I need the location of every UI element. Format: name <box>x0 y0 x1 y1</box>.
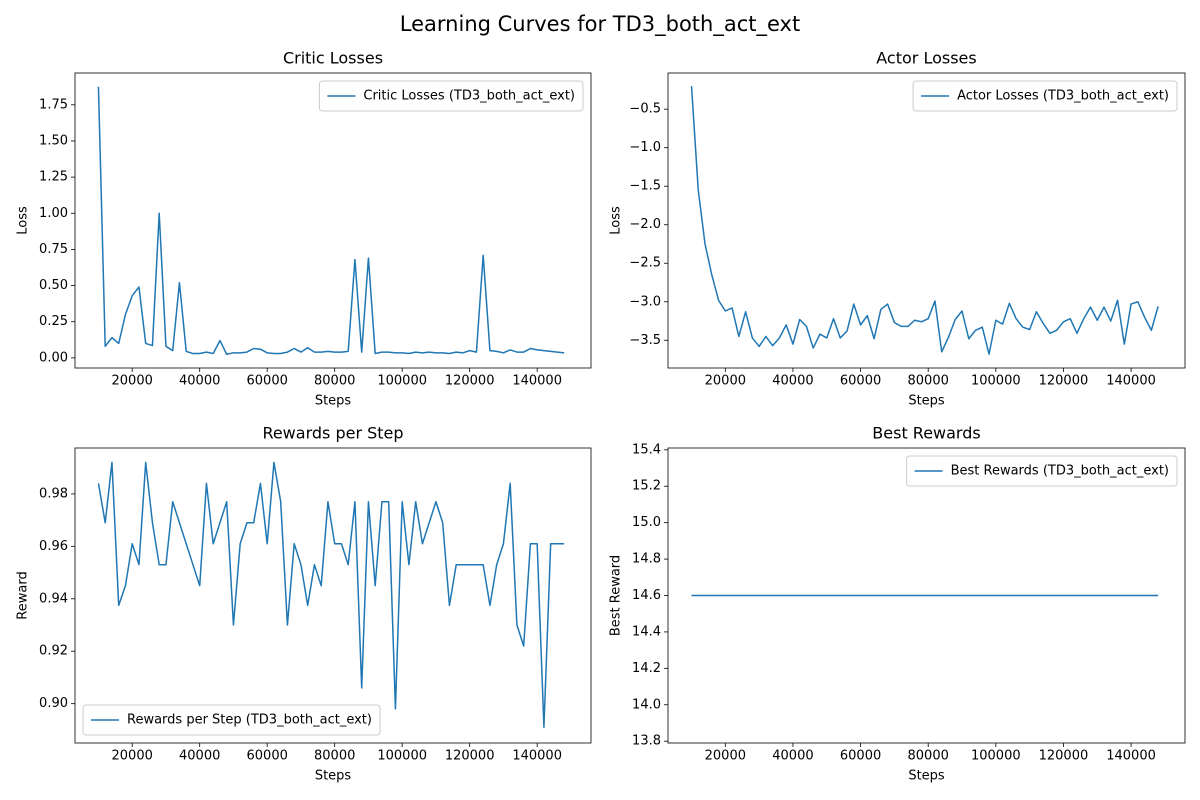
legend-box <box>82 704 381 736</box>
legend-box <box>318 80 584 112</box>
x-tick-label: 100000 <box>971 749 1021 764</box>
x-tick-label: 140000 <box>1106 749 1156 764</box>
x-tick-label: 100000 <box>971 374 1021 389</box>
legend-box <box>912 80 1178 112</box>
x-tick-label: 140000 <box>1106 374 1156 389</box>
legend: Actor Losses (TD3_both_act_ext) <box>912 80 1178 112</box>
axes-frame <box>667 72 1186 369</box>
x-tick-label: 40000 <box>179 749 220 764</box>
y-axis-label: Loss <box>16 206 31 235</box>
legend-label: Rewards per Step (TD3_both_act_ext) <box>127 713 372 728</box>
x-tick-label: 120000 <box>445 374 495 389</box>
x-axis-label: Steps <box>315 394 352 409</box>
y-tick-label: 0.75 <box>39 242 68 257</box>
x-tick-label: 120000 <box>1039 374 1089 389</box>
x-tick-label: 120000 <box>445 749 495 764</box>
y-tick-label: 0.00 <box>39 350 68 365</box>
figure-title: Learning Curves for TD3_both_act_ext <box>400 12 800 37</box>
x-tick-label: 40000 <box>179 374 220 389</box>
data-line <box>690 86 1159 355</box>
y-tick-label: 13.8 <box>632 734 661 749</box>
x-tick-label: 60000 <box>247 749 288 764</box>
y-tick-label: 0.25 <box>39 314 68 329</box>
legend: Rewards per Step (TD3_both_act_ext) <box>82 704 381 736</box>
subplot-title: Best Rewards <box>872 424 980 443</box>
x-axis-label: Steps <box>908 769 945 784</box>
axes-frame <box>667 447 1186 744</box>
x-tick-label: 80000 <box>314 374 355 389</box>
y-tick-label: 0.96 <box>39 539 68 554</box>
axes-frame <box>74 72 592 369</box>
x-tick-label: 20000 <box>112 749 153 764</box>
y-tick-label: 0.92 <box>39 644 68 659</box>
y-tick-label: −3.5 <box>629 333 661 348</box>
y-tick-label: −0.5 <box>629 102 661 117</box>
legend-label: Actor Losses (TD3_both_act_ext) <box>957 89 1169 104</box>
axes-frame <box>74 447 592 744</box>
x-tick-label: 140000 <box>512 374 562 389</box>
x-tick-label: 60000 <box>247 374 288 389</box>
y-tick-label: 0.98 <box>39 486 68 501</box>
legend: Best Rewards (TD3_both_act_ext) <box>906 455 1178 487</box>
x-tick-label: 60000 <box>840 374 881 389</box>
x-tick-label: 120000 <box>1039 749 1089 764</box>
y-tick-label: 14.8 <box>632 552 661 567</box>
y-tick-label: 14.6 <box>632 588 661 603</box>
y-tick-label: 14.4 <box>632 624 661 639</box>
x-axis-label: Steps <box>908 394 945 409</box>
x-tick-label: 100000 <box>377 749 427 764</box>
legend-label: Best Rewards (TD3_both_act_ext) <box>951 464 1169 479</box>
x-tick-label: 80000 <box>908 749 949 764</box>
y-axis-label: Loss <box>609 206 624 235</box>
data-line <box>97 86 565 356</box>
y-tick-label: 1.50 <box>39 133 68 148</box>
legend-box <box>906 455 1178 487</box>
data-line <box>97 461 565 729</box>
y-tick-label: 0.90 <box>39 696 68 711</box>
legend-label: Critic Losses (TD3_both_act_ext) <box>363 89 575 104</box>
x-tick-label: 80000 <box>314 749 355 764</box>
subplot-title: Rewards per Step <box>262 424 403 443</box>
x-tick-label: 20000 <box>705 749 746 764</box>
y-tick-label: 15.0 <box>632 515 661 530</box>
legend: Critic Losses (TD3_both_act_ext) <box>318 80 584 112</box>
y-tick-label: −2.0 <box>629 217 661 232</box>
y-tick-label: 1.75 <box>39 97 68 112</box>
y-axis-label: Best Reward <box>609 555 624 636</box>
y-tick-label: 0.50 <box>39 278 68 293</box>
y-tick-label: 1.25 <box>39 170 68 185</box>
y-tick-label: −1.5 <box>629 179 661 194</box>
x-tick-label: 140000 <box>512 749 562 764</box>
y-tick-label: −2.5 <box>629 256 661 271</box>
x-tick-label: 40000 <box>772 374 813 389</box>
x-tick-label: 20000 <box>112 374 153 389</box>
y-tick-label: 15.4 <box>632 442 661 457</box>
x-tick-label: 80000 <box>908 374 949 389</box>
y-tick-label: 14.0 <box>632 697 661 712</box>
subplot-title: Critic Losses <box>283 49 383 68</box>
y-axis-label: Reward <box>16 571 31 619</box>
y-tick-label: −3.0 <box>629 294 661 309</box>
y-tick-label: 0.94 <box>39 591 68 606</box>
x-tick-label: 60000 <box>840 749 881 764</box>
y-tick-label: 14.2 <box>632 661 661 676</box>
subplot-title: Actor Losses <box>876 49 976 68</box>
x-tick-label: 100000 <box>377 374 427 389</box>
x-axis-label: Steps <box>315 769 352 784</box>
y-tick-label: −1.0 <box>629 140 661 155</box>
y-tick-label: 15.2 <box>632 479 661 494</box>
x-tick-label: 20000 <box>705 374 746 389</box>
y-tick-label: 1.00 <box>39 206 68 221</box>
x-tick-label: 40000 <box>772 749 813 764</box>
